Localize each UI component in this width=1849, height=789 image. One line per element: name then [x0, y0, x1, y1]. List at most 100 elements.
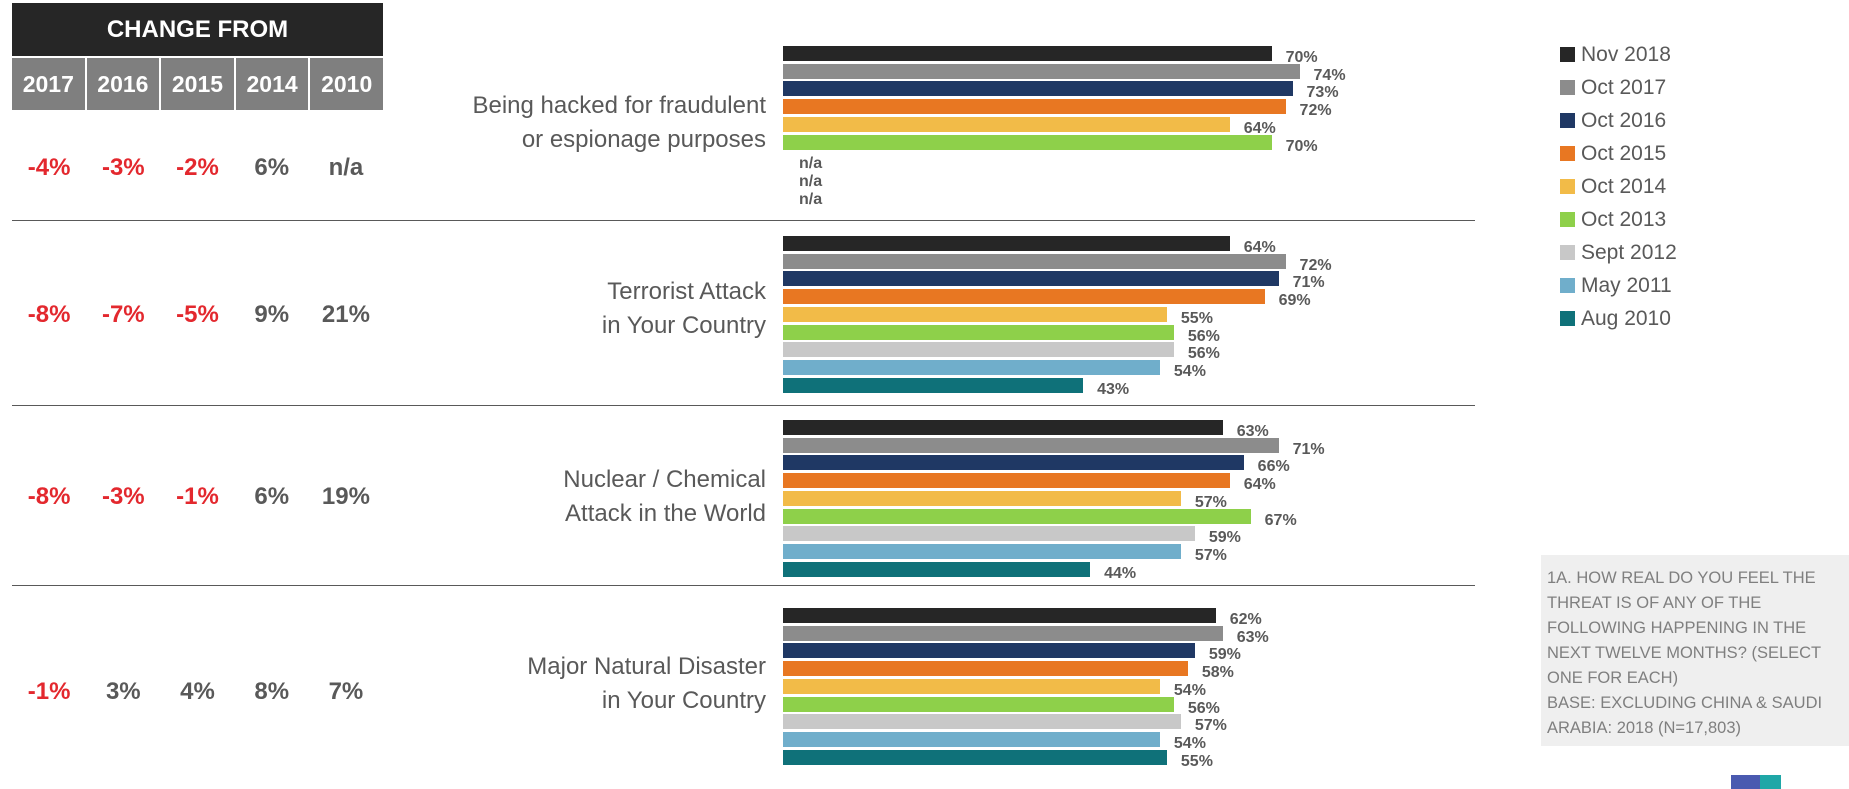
- change-row-terrorist: -8% -7% -5% 9% 21%: [12, 301, 383, 329]
- legend-item: May 2011: [1560, 269, 1677, 302]
- change-cell: n/a: [328, 154, 364, 181]
- category-label-nuclear: Nuclear / Chemical Attack in the World: [563, 466, 766, 527]
- change-from-header: CHANGE FROM: [12, 3, 383, 56]
- bar-value-label: 56%: [1187, 345, 1220, 363]
- bar-value-label: 57%: [1194, 717, 1227, 735]
- bar-value-label: 67%: [1264, 511, 1297, 529]
- change-cell: -3%: [101, 154, 145, 181]
- bar-value-label: 63%: [1236, 423, 1269, 440]
- legend-swatch: [1560, 245, 1575, 260]
- change-from-table: CHANGE FROM 2017 2016 2015 2014 2010: [12, 3, 383, 110]
- change-cell: 7%: [328, 678, 364, 705]
- bar: [783, 543, 1181, 559]
- legend: Nov 2018 Oct 2017 Oct 2016 Oct 2015 Oct 2014…: [1560, 38, 1677, 335]
- legend-item: Oct 2014: [1560, 170, 1677, 203]
- bar: [783, 561, 1091, 577]
- change-cell: 4%: [180, 678, 215, 705]
- bar: [783, 490, 1181, 506]
- change-cell: -5%: [176, 301, 219, 328]
- bar: [783, 81, 1293, 97]
- bar: [783, 116, 1230, 132]
- bar-value-label: 70%: [1285, 137, 1318, 155]
- legend-label: Oct 2015: [1581, 141, 1667, 165]
- bar: [783, 625, 1223, 641]
- bar-value-label: 59%: [1208, 646, 1241, 664]
- legend-label: May 2011: [1581, 273, 1672, 297]
- bar: [783, 134, 1272, 150]
- legend-swatch: [1560, 311, 1575, 326]
- legend-label: Nov 2018: [1581, 42, 1671, 66]
- bar-value-label: 71%: [1292, 274, 1325, 292]
- row-divider: [12, 220, 1475, 221]
- bar: [783, 437, 1279, 453]
- year-header-2015: 2015: [161, 58, 234, 110]
- change-cell: 8%: [254, 678, 290, 705]
- legend-item: Oct 2016: [1560, 104, 1677, 137]
- bar: [783, 420, 1223, 435]
- bar: [783, 324, 1174, 340]
- bar: [783, 608, 1216, 623]
- bar-value-label: 73%: [1306, 84, 1339, 102]
- question-note: 1A. HOW REAL DO YOU FEEL THE THREAT IS O…: [1541, 555, 1849, 746]
- bar-value-label: n/a: [799, 155, 823, 173]
- change-cell: -3%: [101, 483, 145, 510]
- legend-label: Sept 2012: [1581, 240, 1677, 264]
- change-cell: 19%: [321, 483, 370, 510]
- bar-value-label: 56%: [1187, 327, 1220, 345]
- legend-swatch: [1560, 146, 1575, 161]
- bar: [783, 63, 1300, 79]
- change-cell: 21%: [321, 301, 370, 328]
- bar-value-label: 64%: [1243, 239, 1276, 256]
- legend-label: Oct 2013: [1581, 207, 1667, 231]
- bar-value-label: 62%: [1229, 611, 1262, 628]
- bar-value-label: 57%: [1194, 546, 1227, 564]
- category-label-terrorist: Terrorist Attack in Your Country: [601, 278, 766, 339]
- year-header-2016: 2016: [86, 58, 160, 110]
- bar: [783, 508, 1251, 524]
- bar-value-label: n/a: [799, 172, 823, 190]
- bar-value-label: 74%: [1313, 66, 1346, 84]
- legend-label: Oct 2014: [1581, 174, 1667, 198]
- bar-value-label: 55%: [1180, 309, 1213, 327]
- bar-value-label: 72%: [1299, 102, 1332, 120]
- bar: [783, 46, 1272, 61]
- year-header-2014: 2014: [235, 58, 309, 110]
- change-row-natural: -1% 3% 4% 8% 7%: [12, 678, 383, 706]
- bar-value-label: 69%: [1278, 292, 1311, 310]
- bar-value-label: 44%: [1104, 564, 1137, 582]
- legend-item: Sept 2012: [1560, 236, 1677, 269]
- bar-value-label: 64%: [1243, 476, 1276, 494]
- change-cell: 6%: [254, 154, 290, 181]
- bar-value-label: 43%: [1097, 380, 1130, 398]
- bar: [783, 342, 1174, 358]
- bar: [783, 289, 1265, 305]
- change-cell: 3%: [105, 678, 141, 705]
- bar: [783, 696, 1174, 712]
- legend-swatch: [1560, 113, 1575, 128]
- change-cell: -8%: [27, 483, 71, 510]
- bar-value-label: 66%: [1257, 458, 1290, 476]
- change-row-hacked: -4% -3% -2% 6% n/a: [12, 154, 383, 182]
- legend-swatch: [1560, 212, 1575, 227]
- bar: [783, 455, 1244, 471]
- change-from-years: 2017 2016 2015 2014 2010: [12, 58, 383, 110]
- legend-label: Aug 2010: [1581, 306, 1671, 330]
- legend-swatch: [1560, 80, 1575, 95]
- change-cell: -7%: [101, 301, 145, 328]
- change-cell: -4%: [27, 154, 71, 181]
- bar-value-label: 55%: [1180, 752, 1213, 770]
- bar: [783, 377, 1084, 393]
- bar: [783, 714, 1181, 730]
- year-header-2010: 2010: [310, 58, 383, 110]
- bar: [783, 236, 1230, 251]
- bar-value-label: 70%: [1285, 49, 1318, 66]
- row-divider: [12, 405, 1475, 406]
- bar: [783, 271, 1279, 287]
- bar: [783, 661, 1188, 677]
- row-divider: [12, 585, 1475, 586]
- bar-value-label: 63%: [1236, 628, 1269, 646]
- bar-value-label: 71%: [1292, 440, 1325, 458]
- bar: [783, 359, 1160, 375]
- change-cell: 9%: [254, 301, 290, 328]
- bar-value-label: 54%: [1173, 681, 1206, 699]
